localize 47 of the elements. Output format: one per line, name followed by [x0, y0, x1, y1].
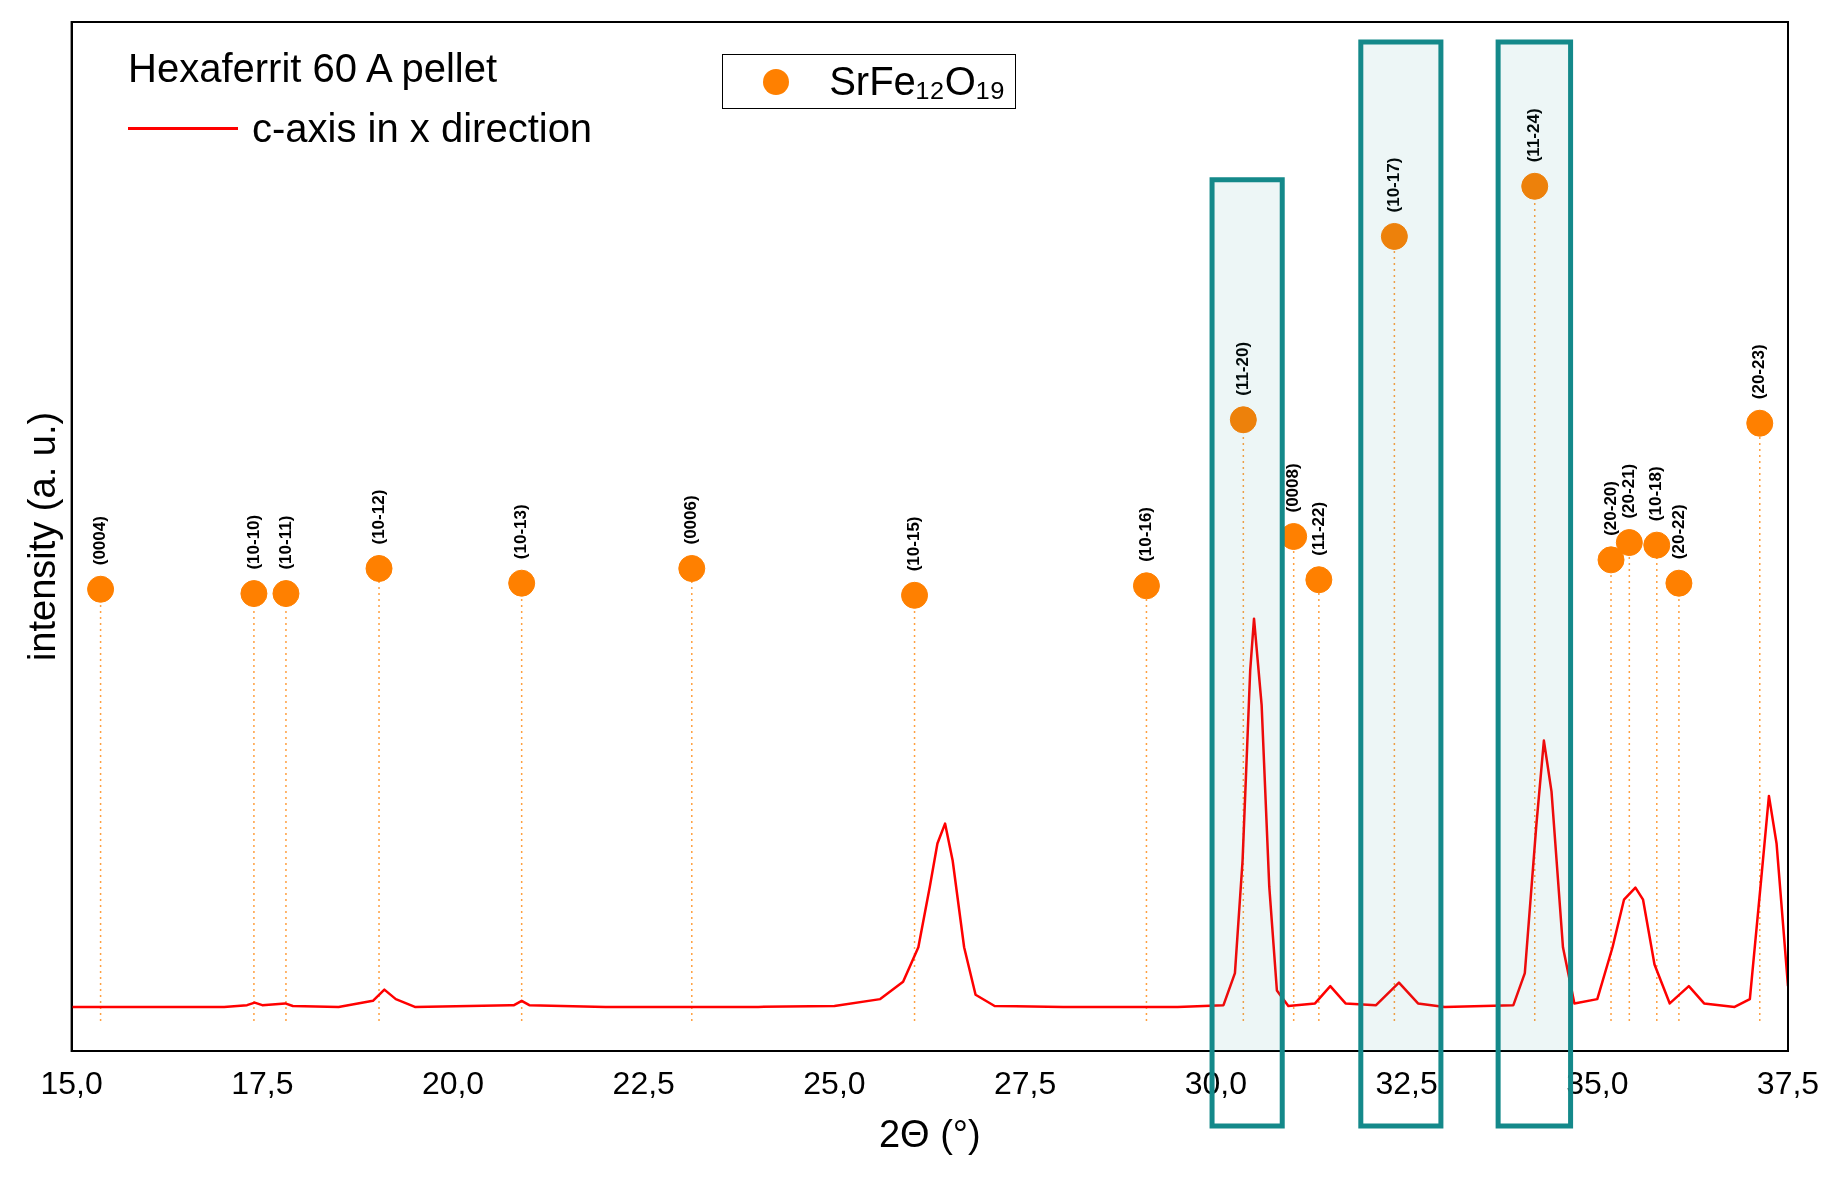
- x-tick-label: 37,5: [1756, 1065, 1820, 1102]
- annotation: (11-20): [1233, 341, 1253, 396]
- point: [1643, 531, 1671, 559]
- annotation: (10-12): [368, 489, 388, 545]
- point: [1132, 572, 1160, 600]
- annotation: (20-20): [1600, 481, 1620, 536]
- annotation: (10-10): [243, 514, 263, 570]
- annotation: (20-21): [1619, 463, 1639, 519]
- annotation: (10-18): [1646, 466, 1666, 522]
- x-tick-label: 17,5: [231, 1065, 294, 1102]
- x-axis-title: 2Θ (°): [878, 1112, 981, 1155]
- annotation: (11-24): [1524, 108, 1544, 163]
- annotation: (10-13): [511, 504, 531, 560]
- annotation: (0004): [90, 516, 110, 566]
- legend-label: c-axis in x direction: [252, 105, 593, 152]
- annotation: (0008): [1283, 463, 1303, 513]
- annotation: (20-22): [1668, 504, 1688, 560]
- point: [678, 554, 706, 582]
- annotation: (10-11): [275, 515, 295, 570]
- point: [1521, 172, 1549, 200]
- point: [365, 554, 393, 582]
- point: [240, 580, 268, 608]
- point: [1380, 222, 1408, 250]
- y-axis-title: intensity (a. u.): [21, 411, 64, 662]
- annotation: (20-23): [1749, 344, 1769, 400]
- point: [87, 575, 115, 603]
- annotation: (11-22): [1308, 501, 1328, 556]
- x-tick-label: 15,0: [40, 1065, 103, 1102]
- legend-title: Hexaferrit 60 A pellet: [128, 45, 499, 92]
- x-tick-label: 27,5: [994, 1065, 1057, 1102]
- legend-label: SrFe₁₂O₁₉: [829, 59, 1006, 104]
- x-tick-label: 22,5: [612, 1065, 675, 1102]
- point: [1305, 566, 1333, 594]
- point: [901, 581, 929, 609]
- annotation: (10-15): [904, 516, 924, 572]
- point: [1229, 406, 1257, 434]
- x-tick-label: 20,0: [421, 1065, 485, 1102]
- point: [1665, 569, 1693, 597]
- x-tick-label: 25,0: [803, 1065, 866, 1102]
- annotation: (0006): [681, 495, 701, 545]
- annotation: (10-17): [1384, 157, 1404, 213]
- point: [1746, 409, 1774, 437]
- x-tick-label: 32,5: [1375, 1065, 1438, 1102]
- point: [508, 569, 536, 597]
- point: [272, 580, 300, 608]
- point: [1597, 546, 1625, 574]
- annotation: (10-16): [1136, 506, 1156, 562]
